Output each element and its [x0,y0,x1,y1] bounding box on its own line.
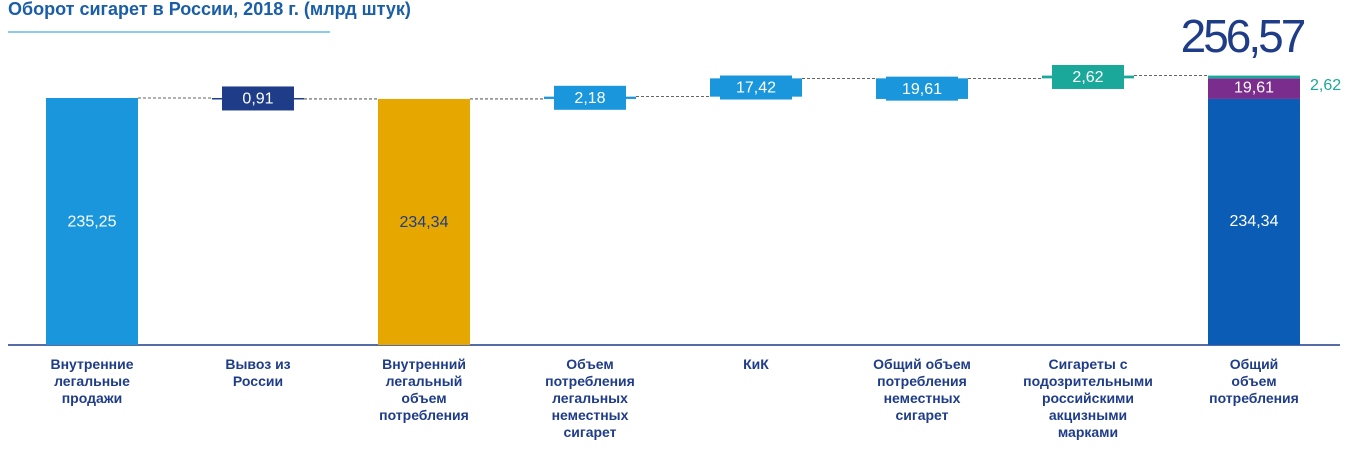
value-label: 2,18 [574,90,605,107]
label-box [1052,64,1124,89]
total-label: 256,57 [1181,10,1305,62]
category-label: Объем потребления легальных неместных си… [545,356,635,440]
value-label: 17,42 [736,80,776,97]
bar-segment [1208,98,1300,346]
value-label: 19,61 [1234,80,1274,97]
value-label: 2,62 [1072,69,1103,86]
bar-segment [1208,78,1300,99]
bar-segment [1208,75,1300,79]
category-label: Сигареты с подозрительными российскими а… [1023,356,1153,440]
category-label: Внутренний легальный объем потребления [379,356,469,423]
value-label: 234,34 [400,214,449,231]
value-label: 234,34 [1230,213,1279,230]
label-box [554,85,626,110]
category-label: Общий объем потребления неместных сигаре… [873,356,971,423]
chart-title: Оборот сигарет в России, 2018 г. (млрд ш… [8,0,411,19]
value-label: 19,61 [902,81,942,98]
value-label: 2,62 [1310,77,1341,94]
category-label: Внутренние легальные продажи [50,356,134,406]
bar [46,97,138,345]
label-box [222,86,294,111]
category-label: КиК [743,356,769,372]
label-box [886,76,958,101]
value-label: 235,25 [68,214,117,231]
category-label: Общий объем потребления [1209,356,1299,406]
value-label: 0,91 [242,91,273,108]
label-box [720,75,792,100]
category-label: Вывоз из России [225,356,291,389]
bar [378,98,470,346]
